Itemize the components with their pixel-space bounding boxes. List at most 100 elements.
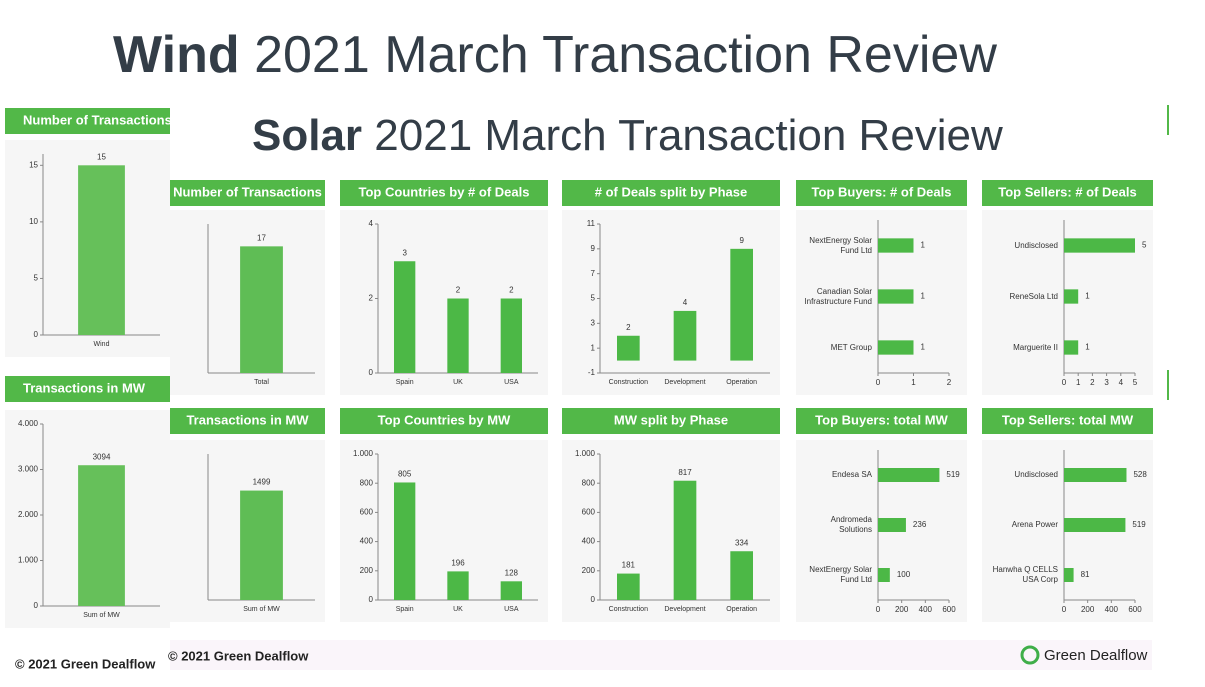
x-tick-label: USA bbox=[504, 379, 519, 386]
y-tick-label: Hanwha Q CELLS USA Corp bbox=[992, 565, 1058, 584]
y-tick-label: 200 bbox=[582, 566, 596, 575]
panel-header bbox=[982, 408, 1153, 434]
wind-footer: © 2021 Green Dealflow bbox=[15, 656, 156, 671]
bar bbox=[730, 248, 753, 361]
y-tick-label: 0 bbox=[34, 601, 39, 610]
y-tick-label-box: Endesa SA bbox=[831, 470, 872, 479]
x-tick-label: 2 bbox=[947, 378, 952, 387]
chart-title: Number of Transactions bbox=[173, 184, 322, 199]
chart-title: Top Countries by # of Deals bbox=[359, 184, 530, 199]
y-tick-label: 0 bbox=[369, 368, 374, 377]
x-tick-label: Sum of MW bbox=[243, 606, 280, 613]
panel-header bbox=[982, 180, 1153, 206]
solar-title-bold: Solar bbox=[252, 111, 362, 160]
solar-title: Solar 2021 March Transaction Review bbox=[252, 111, 1003, 160]
value-label: 196 bbox=[451, 558, 465, 567]
x-tick-label: 400 bbox=[1105, 605, 1119, 614]
y-tick-label: 400 bbox=[360, 537, 374, 546]
value-label: 805 bbox=[398, 470, 412, 479]
y-tick-label: 4.000 bbox=[18, 419, 39, 428]
y-tick-label: 600 bbox=[582, 508, 596, 517]
x-tick-label: UK bbox=[453, 606, 463, 613]
value-label: 519 bbox=[946, 470, 960, 479]
panel-header bbox=[562, 408, 780, 434]
bar bbox=[394, 261, 416, 373]
wind-title-rest: 2021 March Transaction Review bbox=[254, 26, 997, 84]
bar bbox=[1064, 468, 1127, 482]
x-tick-label: USA bbox=[504, 606, 519, 613]
bar bbox=[617, 573, 640, 600]
bar bbox=[394, 482, 416, 600]
x-tick-label: 0 bbox=[876, 378, 881, 387]
x-tick-label: 0 bbox=[1062, 378, 1067, 387]
y-tick-label: 15 bbox=[29, 160, 38, 169]
x-tick-label: 2 bbox=[1090, 378, 1095, 387]
y-tick-label: 9 bbox=[591, 244, 596, 253]
bar bbox=[78, 165, 125, 335]
y-tick-label: 600 bbox=[360, 508, 374, 517]
y-tick-label: 5 bbox=[591, 294, 596, 303]
y-tick-label: 11 bbox=[587, 219, 596, 228]
y-tick-label: 800 bbox=[360, 478, 374, 487]
value-label: 236 bbox=[913, 520, 927, 529]
value-label: 528 bbox=[1133, 470, 1147, 479]
y-tick-label: Andromeda Solutions bbox=[830, 515, 872, 534]
x-tick-label: Total bbox=[254, 379, 269, 386]
bar bbox=[500, 581, 522, 600]
panel-header bbox=[5, 376, 170, 402]
bar bbox=[673, 310, 697, 361]
panel-header bbox=[796, 408, 967, 434]
bar bbox=[1064, 238, 1135, 253]
x-tick-label: 3 bbox=[1104, 378, 1109, 387]
value-label: 2 bbox=[509, 286, 514, 295]
y-tick-label: 3 bbox=[591, 318, 596, 327]
y-tick-label-box: NextEnergy Solar Fund Ltd bbox=[809, 235, 872, 255]
y-tick-label: MET Group bbox=[830, 342, 872, 352]
solar-footer: © 2021 Green Dealflow bbox=[168, 648, 309, 663]
value-label: 3 bbox=[402, 248, 407, 257]
y-tick-label: Endesa SA bbox=[831, 470, 872, 479]
bar bbox=[878, 568, 890, 582]
y-tick-label-box: Canadian Solar Infrastructure Fund bbox=[804, 287, 872, 306]
bar bbox=[240, 246, 283, 373]
bar bbox=[500, 298, 522, 373]
y-tick-label-box: Undisclosed bbox=[1014, 470, 1058, 479]
chart-title: Transactions in MW bbox=[186, 412, 309, 427]
value-label: 817 bbox=[678, 468, 692, 477]
value-label: 1 bbox=[1085, 343, 1090, 352]
panel-header bbox=[340, 408, 548, 434]
x-tick-label: 200 bbox=[895, 605, 909, 614]
x-tick-label: UK bbox=[453, 379, 463, 386]
y-tick-label: 5 bbox=[34, 274, 39, 283]
bar bbox=[447, 571, 469, 600]
value-label: 181 bbox=[622, 561, 636, 570]
chart-title: # of Deals split by Phase bbox=[595, 184, 747, 199]
y-tick-label: 1 bbox=[591, 343, 596, 352]
bar bbox=[878, 468, 940, 482]
panel-header bbox=[340, 180, 548, 206]
x-tick-label: 1 bbox=[1076, 378, 1081, 387]
y-tick-label: NextEnergy Solar Fund Ltd bbox=[809, 235, 872, 255]
value-label: 1 bbox=[921, 241, 926, 250]
y-tick-label: ReneSola Ltd bbox=[1009, 291, 1058, 301]
y-tick-label: 0 bbox=[34, 330, 39, 339]
x-tick-label: Construction bbox=[609, 379, 648, 386]
solar-title-rest: 2021 March Transaction Review bbox=[374, 111, 1003, 160]
y-tick-label: -1 bbox=[588, 368, 596, 377]
bar bbox=[878, 518, 906, 532]
panel-header bbox=[562, 180, 780, 206]
value-label: 519 bbox=[1132, 520, 1146, 529]
y-tick-label: 400 bbox=[582, 537, 596, 546]
bar bbox=[878, 340, 914, 355]
value-label: 2 bbox=[456, 286, 461, 295]
y-tick-label: NextEnergy Solar Fund Ltd bbox=[809, 565, 872, 584]
value-label: 100 bbox=[897, 570, 911, 579]
wind-charts: Number of Transactions 0 5 10 15 15 Wind Transa… bbox=[5, 108, 172, 628]
value-label: 2 bbox=[626, 323, 631, 332]
chart-title: MW split by Phase bbox=[614, 412, 728, 427]
y-tick-label-box: Hanwha Q CELLS USA Corp bbox=[992, 565, 1058, 584]
x-tick-label: 600 bbox=[942, 605, 956, 614]
value-label: 81 bbox=[1081, 570, 1090, 579]
y-tick-label: 4 bbox=[369, 219, 374, 228]
